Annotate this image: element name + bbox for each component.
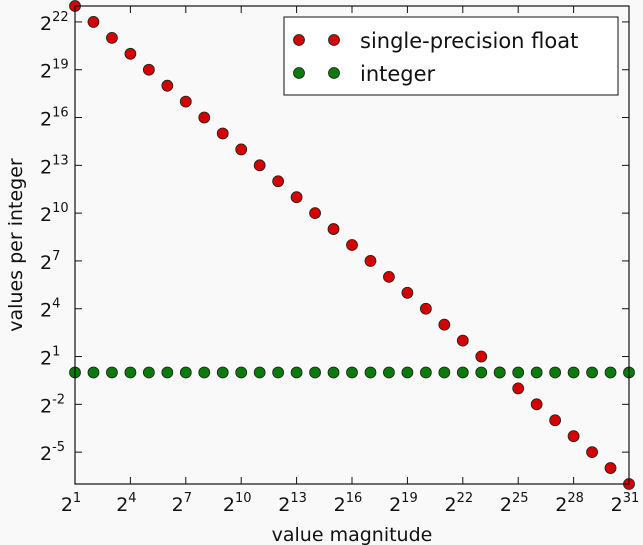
legend: single-precision float integer <box>283 16 619 96</box>
point-float-10 <box>253 159 266 172</box>
point-integer-1 <box>87 366 100 379</box>
point-integer-29 <box>604 366 617 379</box>
x-tick-label-1: 21 <box>61 491 81 516</box>
legend-marker-integer-2 <box>328 67 340 79</box>
x-tick-label-13: 213 <box>278 491 307 516</box>
y-tick-label-10: 210 <box>40 201 69 226</box>
x-tick-label-28: 228 <box>555 491 584 516</box>
x-tick-label-22: 222 <box>444 491 473 516</box>
point-float-27 <box>567 430 580 443</box>
point-integer-9 <box>235 366 248 379</box>
point-float-11 <box>272 175 285 188</box>
legend-box <box>283 16 619 96</box>
point-integer-4 <box>142 366 155 379</box>
point-integer-8 <box>216 366 229 379</box>
y-tick-label-16: 216 <box>40 106 69 131</box>
point-float-12 <box>290 191 303 204</box>
point-float-25 <box>530 398 543 411</box>
point-integer-17 <box>383 366 395 379</box>
point-integer-23 <box>493 366 506 379</box>
x-tick-label-19: 219 <box>389 491 418 516</box>
y-tick-label-19: 219 <box>40 58 69 83</box>
point-integer-13 <box>309 366 321 379</box>
x-tick-label-16: 216 <box>334 491 363 516</box>
point-integer-2 <box>106 366 118 379</box>
x-tick-label-25: 225 <box>500 491 529 516</box>
point-integer-12 <box>290 366 303 379</box>
point-integer-25 <box>530 366 543 379</box>
legend-label-float: single-precision float <box>360 29 578 53</box>
point-float-16 <box>364 255 377 267</box>
point-integer-16 <box>364 366 377 379</box>
point-integer-10 <box>253 366 266 379</box>
point-integer-6 <box>179 366 192 379</box>
x-tick-label-4: 24 <box>116 491 136 516</box>
y-tick-label-22: 222 <box>40 10 69 35</box>
point-integer-26 <box>549 366 562 379</box>
point-float-5 <box>161 79 174 92</box>
point-float-7 <box>198 111 211 124</box>
y-tick-label-4: 24 <box>40 297 60 322</box>
point-float-19 <box>419 302 432 315</box>
point-integer-20 <box>438 366 451 379</box>
point-float-1 <box>87 16 100 28</box>
legend-marker-integer-1 <box>293 67 305 79</box>
point-float-22 <box>475 350 488 363</box>
point-integer-22 <box>475 366 488 379</box>
point-float-17 <box>383 270 395 283</box>
y-tick-label--2: 2-2 <box>40 392 65 417</box>
legend-label-integer: integer <box>360 62 436 86</box>
y-tick-label-13: 213 <box>40 153 69 178</box>
point-integer-27 <box>567 366 580 379</box>
point-integer-14 <box>327 366 340 379</box>
data-marks <box>69 0 635 490</box>
x-tick-label-10: 210 <box>223 491 252 516</box>
point-float-6 <box>179 95 192 108</box>
point-integer-11 <box>272 366 285 379</box>
x-tick-label-7: 27 <box>172 491 192 516</box>
point-integer-19 <box>419 366 432 379</box>
point-float-14 <box>327 223 340 235</box>
point-float-28 <box>586 446 598 459</box>
point-integer-18 <box>401 366 414 379</box>
x-tick-label-31: 231 <box>611 491 640 516</box>
point-float-4 <box>142 63 155 76</box>
y-tick-label-1: 21 <box>40 345 60 370</box>
point-float-24 <box>512 382 525 395</box>
point-float-13 <box>309 207 321 220</box>
y-tick-label--5: 2-5 <box>40 440 65 465</box>
axis-ticks: 21 24 27 210 213 216 219 222 225 228 231 222 219 216 2… <box>40 6 639 516</box>
point-float-3 <box>124 47 137 60</box>
point-integer-15 <box>346 366 358 379</box>
legend-marker-float-1 <box>293 34 305 46</box>
point-float-2 <box>106 31 118 44</box>
point-float-26 <box>549 414 562 427</box>
y-axis-label: values per integer <box>5 158 27 332</box>
point-float-8 <box>216 127 229 140</box>
legend-marker-float-2 <box>328 34 340 46</box>
point-float-20 <box>438 318 451 331</box>
point-float-15 <box>346 239 358 251</box>
point-float-21 <box>456 334 469 347</box>
point-integer-3 <box>124 366 137 379</box>
point-integer-5 <box>161 366 174 379</box>
point-integer-28 <box>586 366 598 379</box>
x-axis-label: value magnitude <box>272 524 433 545</box>
point-float-29 <box>604 462 617 474</box>
point-float-18 <box>401 286 414 299</box>
point-integer-21 <box>456 366 469 379</box>
point-integer-7 <box>198 366 211 379</box>
point-float-9 <box>235 143 248 156</box>
y-tick-label-7: 27 <box>40 249 60 274</box>
point-integer-24 <box>512 366 525 379</box>
